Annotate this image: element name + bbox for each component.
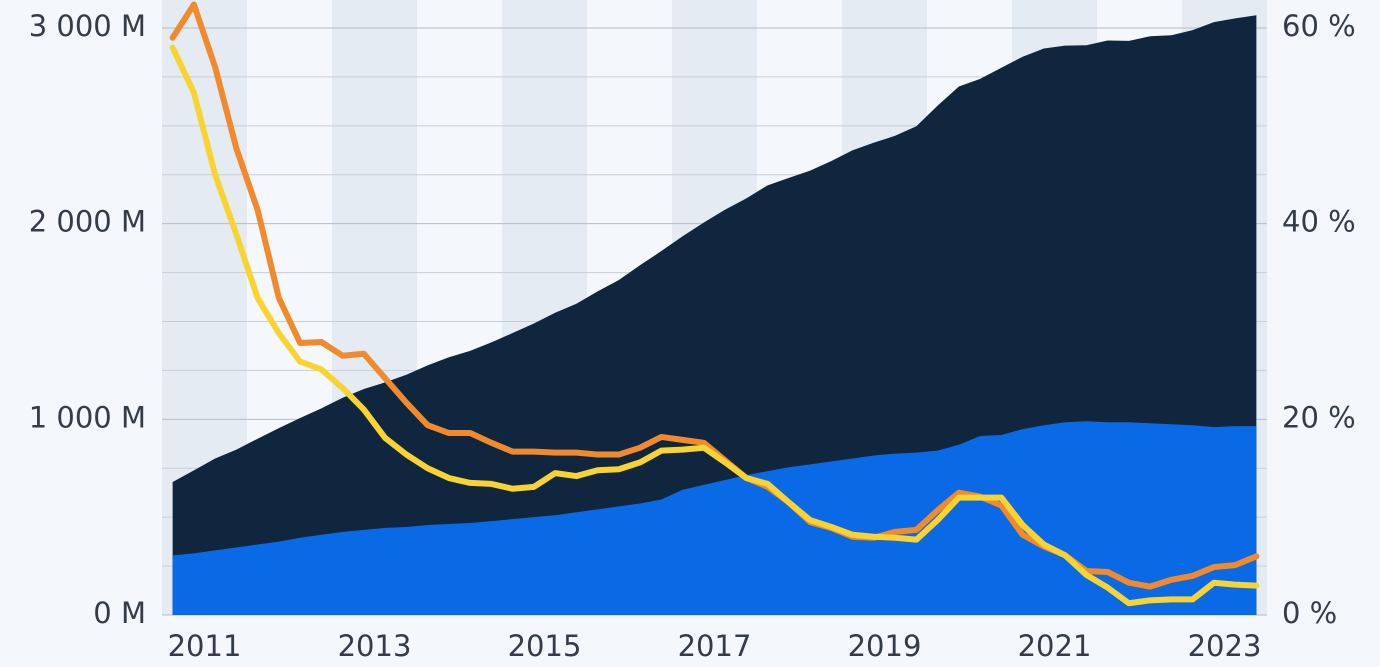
x-tick-label: 2015	[508, 629, 582, 663]
x-tick-label: 2023	[1188, 629, 1262, 663]
x-tick-label: 2013	[338, 629, 412, 663]
labels: 0 M 1 000 M 2 000 M 3 000 M 0 % 20 % 40 % 60 % 2…	[29, 9, 1356, 663]
marks	[169, 1, 1260, 615]
x-tick-label: 2019	[848, 629, 922, 663]
y2-tick-label: 0 %	[1282, 596, 1337, 630]
y-tick-label: 3 000 M	[29, 9, 146, 43]
x-tick-label: 2021	[1018, 629, 1092, 663]
x-tick-label: 2011	[168, 629, 242, 663]
y2-tick-label: 40 %	[1282, 205, 1356, 239]
y-tick-label: 0 M	[93, 596, 146, 630]
y-tick-label: 2 000 M	[29, 205, 146, 239]
x-tick-label: 2017	[678, 629, 752, 663]
line	[169, 44, 1260, 607]
area	[172, 421, 1257, 615]
y2-tick-label: 60 %	[1282, 9, 1356, 43]
y2-tick-label: 20 %	[1282, 400, 1356, 434]
y-tick-label: 1 000 M	[29, 400, 146, 434]
